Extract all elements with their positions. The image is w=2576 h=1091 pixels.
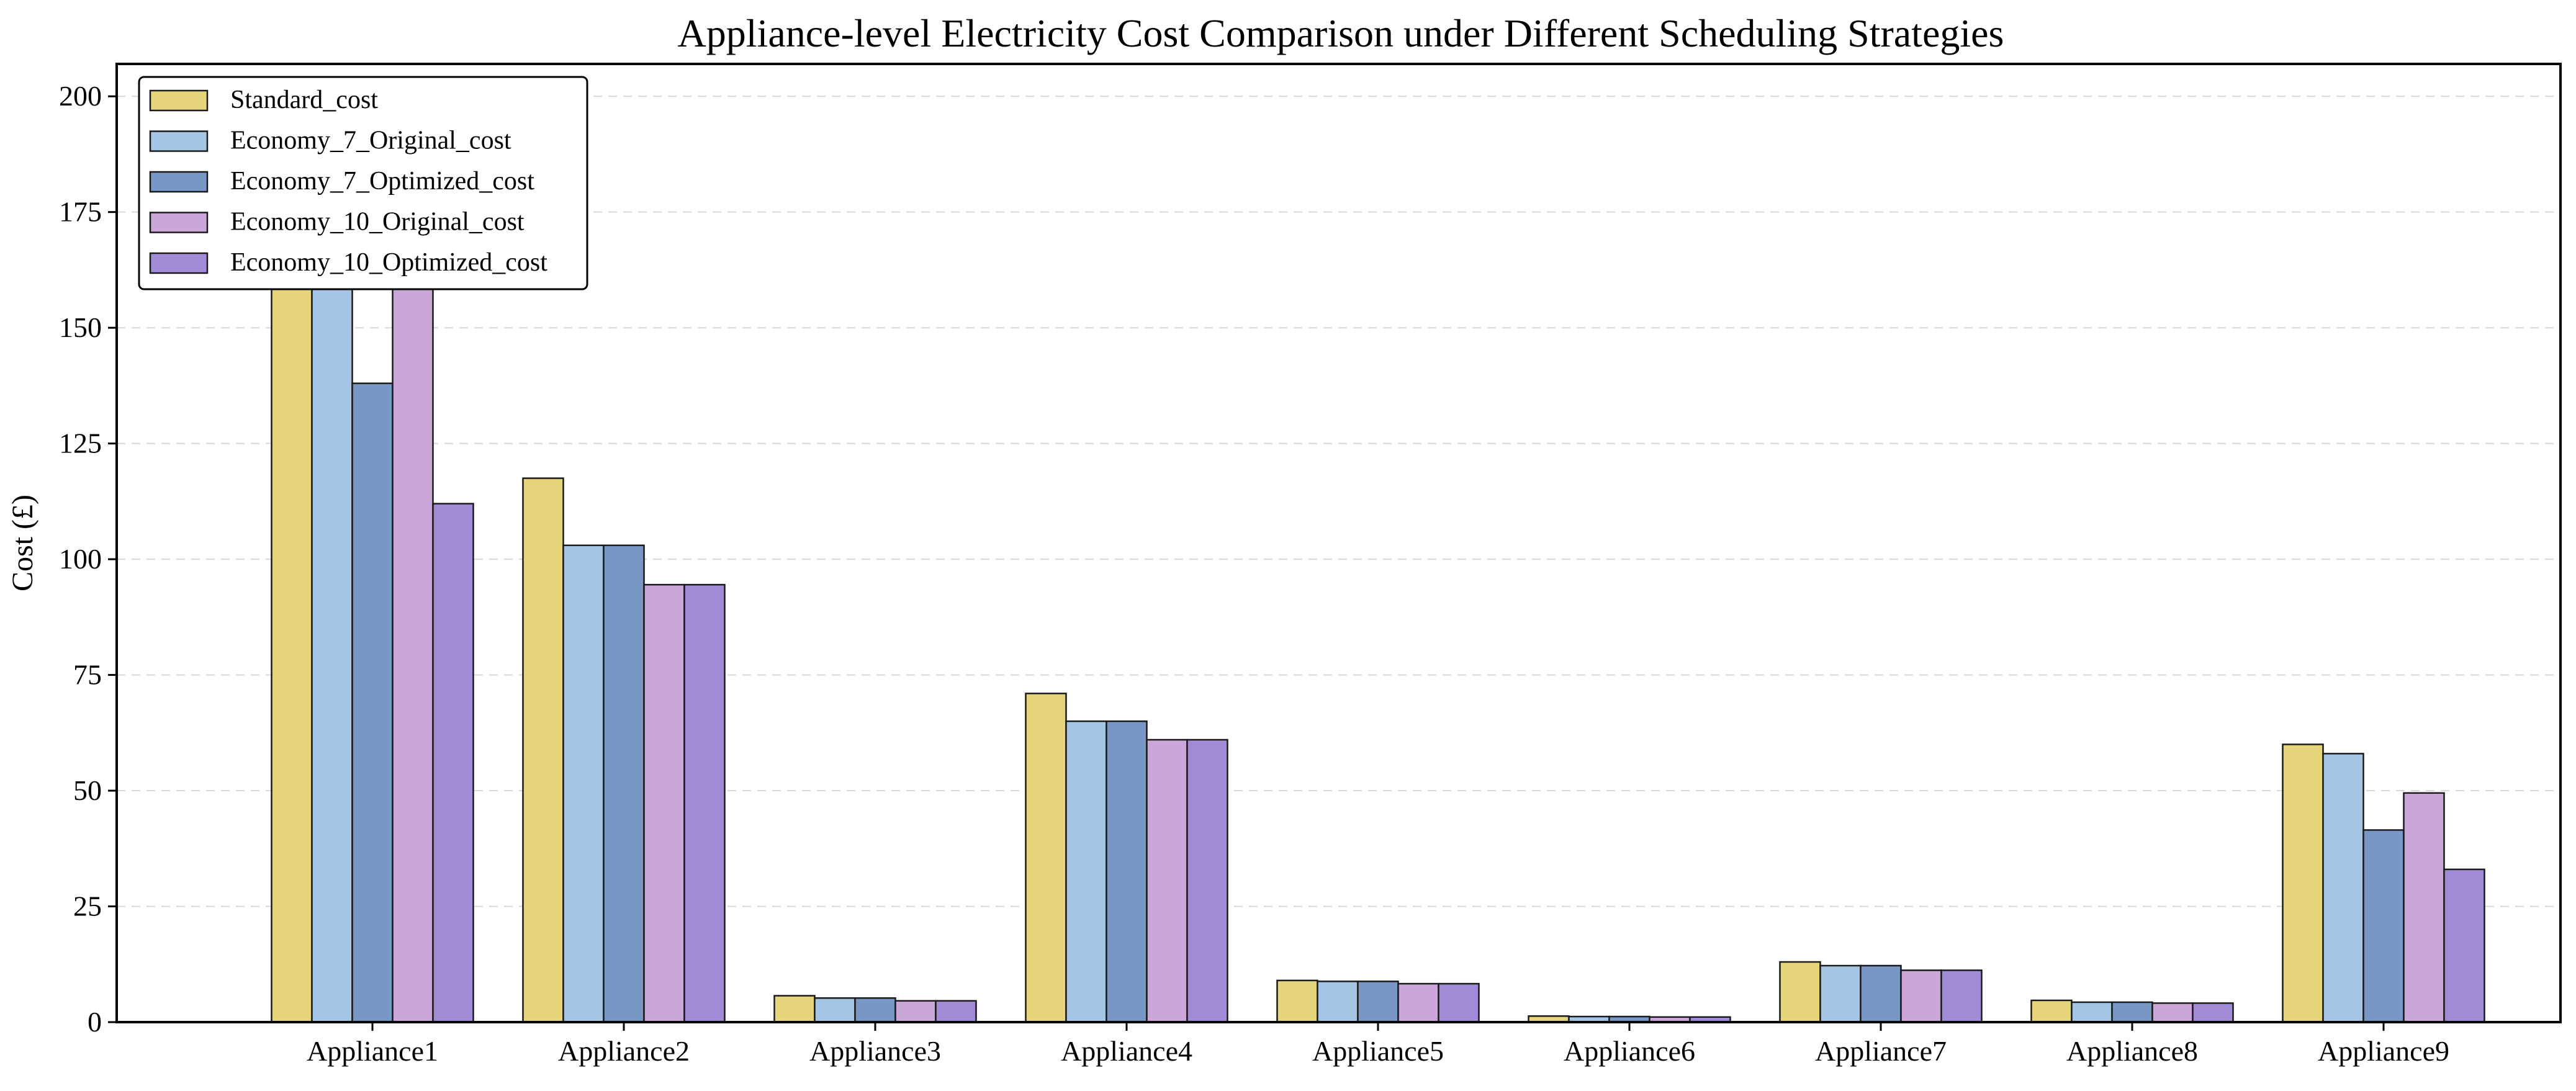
bar-appliance4-standard-cost <box>1025 693 1067 1023</box>
bar-appliance3-economy-7-original-cost <box>814 997 856 1023</box>
y-tick-label: 25 <box>73 891 102 922</box>
bar-appliance2-economy-7-original-cost <box>562 544 605 1023</box>
legend-label: Economy_7_Optimized_cost <box>230 167 534 195</box>
legend-label: Economy_7_Original_cost <box>230 127 511 155</box>
bar-appliance5-standard-cost <box>1276 979 1318 1023</box>
bar-appliance9-standard-cost <box>2282 743 2324 1023</box>
x-tick-label: Appliance6 <box>1564 1035 1695 1067</box>
x-tick-label: Appliance5 <box>1312 1035 1444 1067</box>
y-tick-label: 0 <box>88 1006 102 1038</box>
bar-appliance8-economy-7-original-cost <box>2071 1001 2113 1023</box>
bar-appliance2-standard-cost <box>522 477 564 1023</box>
bar-appliance4-economy-10-original-cost <box>1146 739 1188 1023</box>
bar-appliance4-economy-10-optimized-cost <box>1186 739 1228 1023</box>
y-axis-label: Cost (£) <box>6 495 39 591</box>
bar-appliance1-economy-10-optimized-cost <box>432 503 474 1023</box>
bars <box>271 119 2485 1023</box>
x-tick-label: Appliance8 <box>2066 1035 2198 1067</box>
x-tick-label: Appliance4 <box>1061 1035 1192 1067</box>
bar-appliance9-economy-10-original-cost <box>2403 792 2445 1023</box>
x-tick-label: Appliance3 <box>809 1035 941 1067</box>
bar-appliance3-standard-cost <box>773 995 816 1023</box>
bar-appliance2-economy-10-optimized-cost <box>683 583 726 1023</box>
x-tick-label: Appliance9 <box>2318 1035 2449 1067</box>
bar-appliance8-economy-10-original-cost <box>2151 1002 2194 1023</box>
bar-appliance7-economy-7-optimized-cost <box>1860 964 1902 1023</box>
bar-appliance1-economy-7-optimized-cost <box>351 382 394 1023</box>
legend-swatch <box>149 171 209 193</box>
bar-appliance2-economy-7-optimized-cost <box>603 544 645 1023</box>
bar-appliance5-economy-7-original-cost <box>1317 981 1359 1023</box>
legend-label: Economy_10_Original_cost <box>230 208 525 236</box>
bar-appliance5-economy-10-optimized-cost <box>1438 982 1480 1023</box>
legend-swatch <box>149 130 209 152</box>
x-tick-label: Appliance7 <box>1815 1035 1947 1067</box>
y-tick-label: 75 <box>73 659 102 691</box>
legend-swatch <box>149 252 209 274</box>
bar-appliance1-economy-10-original-cost <box>392 258 434 1023</box>
bar-appliance9-economy-7-original-cost <box>2322 753 2364 1023</box>
bar-appliance7-standard-cost <box>1779 961 1821 1023</box>
legend-label: Standard_cost <box>230 86 378 114</box>
bar-appliance3-economy-10-original-cost <box>894 1000 937 1023</box>
legend-label: Economy_10_Optimized_cost <box>230 248 547 277</box>
bar-appliance4-economy-7-original-cost <box>1065 720 1107 1023</box>
bar-appliance9-economy-7-optimized-cost <box>2362 829 2405 1023</box>
chart-title: Appliance-level Electricity Cost Compari… <box>678 11 2004 55</box>
y-tick-label: 200 <box>59 80 102 112</box>
y-tick-label: 150 <box>59 312 102 343</box>
bar-appliance5-economy-10-original-cost <box>1397 982 1439 1023</box>
x-tick-label: Appliance1 <box>307 1035 438 1067</box>
bar-appliance9-economy-10-optimized-cost <box>2443 868 2485 1023</box>
y-tick-label: 50 <box>73 774 102 806</box>
bar-appliance1-economy-7-original-cost <box>311 234 353 1023</box>
legend-swatch <box>149 212 209 233</box>
bar-appliance8-standard-cost <box>2030 999 2073 1023</box>
bar-appliance5-economy-7-optimized-cost <box>1357 981 1399 1023</box>
x-tick-label: Appliance2 <box>558 1035 690 1067</box>
axes: 0 25 50 75 100 125 150 175 200 Appliance1 Applianc… <box>59 80 2449 1067</box>
bar-appliance2-economy-10-original-cost <box>643 583 685 1023</box>
bar-appliance3-economy-7-optimized-cost <box>854 997 896 1023</box>
y-tick-label: 100 <box>59 543 102 575</box>
bar-appliance8-economy-7-optimized-cost <box>2111 1001 2153 1023</box>
plot-frame <box>115 63 2562 1023</box>
legend-box <box>138 76 588 290</box>
legend: Standard_cost Economy_7_Original_cost Econ… <box>138 76 588 290</box>
y-tick-label: 175 <box>59 196 102 228</box>
bar-appliance3-economy-10-optimized-cost <box>935 1000 977 1023</box>
bar-appliance7-economy-10-original-cost <box>1900 969 1942 1023</box>
bar-appliance8-economy-10-optimized-cost <box>2192 1002 2234 1023</box>
legend-swatch <box>149 89 209 112</box>
bar-appliance4-economy-7-optimized-cost <box>1106 720 1148 1023</box>
y-tick-label: 125 <box>59 428 102 459</box>
bar-appliance7-economy-7-original-cost <box>1819 964 1862 1023</box>
bar-appliance7-economy-10-optimized-cost <box>1940 969 1983 1023</box>
